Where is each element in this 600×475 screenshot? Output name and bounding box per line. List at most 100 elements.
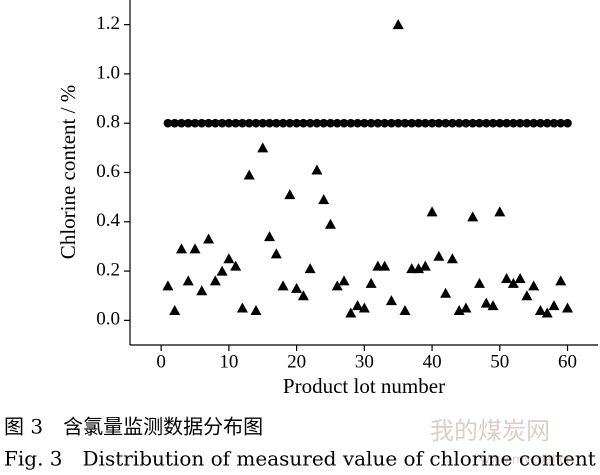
circle-point [481, 118, 491, 128]
y-tick-label: 0.8 [96, 112, 120, 133]
triangle-point [501, 272, 513, 283]
triangle-point [345, 307, 357, 318]
circle-point [271, 118, 281, 128]
circle-point [217, 118, 227, 128]
triangle-point [196, 285, 208, 296]
circle-point [434, 118, 444, 128]
circle-point [251, 118, 261, 128]
triangle-point [365, 277, 377, 288]
circle-point [427, 118, 437, 128]
circle-point [536, 118, 545, 128]
circle-point [420, 118, 430, 128]
triangle-point [514, 272, 526, 283]
triangle-point [562, 302, 574, 313]
triangle-point [277, 280, 289, 291]
watermark: www.mycoal.cn [480, 453, 574, 467]
triangle-point [331, 280, 343, 291]
triangle-point [324, 218, 336, 229]
circle-point [244, 118, 254, 128]
circle-point [400, 118, 410, 128]
x-tick-label: 40 [423, 351, 442, 372]
circle-point [502, 118, 511, 128]
circle-point [563, 118, 572, 128]
triangle-point [541, 307, 553, 318]
x-tick-label: 60 [558, 351, 577, 372]
circle-point [475, 118, 484, 128]
triangle-point [480, 297, 492, 308]
circle-point [522, 118, 532, 128]
circle-point [224, 118, 234, 128]
y-tick-label: 0.6 [96, 161, 120, 182]
y-tick-label: 1.2 [96, 13, 120, 34]
triangle-point [257, 142, 269, 153]
circle-point [556, 118, 566, 128]
circle-point [312, 118, 322, 128]
caption: Fig. 3 Distribution of measured value of… [4, 447, 596, 471]
circle-point [366, 118, 376, 128]
y-tick-label: 0.2 [96, 259, 120, 280]
triangle-point [162, 280, 174, 291]
triangle-point [460, 302, 472, 313]
circle-point [441, 118, 450, 128]
circle-point [204, 118, 213, 128]
triangle-point [223, 253, 235, 264]
circle-point [170, 118, 180, 128]
circle-point [299, 118, 308, 128]
circle-point [285, 118, 295, 128]
triangle-point [548, 300, 560, 311]
circle-point [393, 118, 403, 128]
triangle-point [304, 263, 316, 274]
triangle-point [318, 194, 330, 205]
triangle-point [440, 287, 452, 298]
triangle-point [270, 248, 282, 259]
circle-point [542, 118, 552, 128]
circle-point [211, 118, 220, 128]
triangle-point [236, 302, 248, 313]
x-tick-label: 50 [490, 351, 509, 372]
triangle-point [338, 275, 350, 286]
y-axis-title: Chlorine content / % [56, 85, 80, 259]
circle-point [414, 118, 423, 128]
triangle-point [494, 206, 506, 217]
circle-point [265, 118, 274, 128]
circle-point [461, 118, 471, 128]
x-tick-label: 0 [156, 351, 166, 372]
circle-point [197, 118, 207, 128]
circle-point [346, 118, 356, 128]
triangle-point [399, 305, 411, 315]
circle-point [509, 118, 518, 128]
triangle-point [379, 260, 391, 271]
triangle-point [419, 260, 431, 271]
x-tick-label: 20 [287, 351, 306, 372]
triangle-point [487, 300, 499, 311]
triangle-point [264, 231, 276, 242]
circle-point [515, 118, 525, 128]
triangle-point [243, 169, 255, 180]
triangle-point [446, 253, 458, 264]
circle-point [360, 118, 369, 128]
triangle-point [385, 295, 397, 306]
triangle-point [216, 265, 228, 276]
triangle-point [189, 243, 201, 254]
triangle-point [521, 290, 533, 301]
triangle-point [534, 305, 546, 315]
triangle-point [284, 189, 296, 200]
circle-point [529, 118, 538, 128]
circle-point [163, 118, 173, 128]
circle-point [177, 118, 186, 128]
triangle-point [426, 206, 438, 217]
x-axis-title: Product lot number [283, 374, 445, 398]
circle-point [488, 118, 498, 128]
triangle-point [250, 305, 262, 315]
triangle-point [555, 275, 567, 286]
triangle-point [182, 275, 194, 286]
circle-point [190, 118, 200, 128]
triangle-point [467, 211, 479, 222]
x-tick-label: 30 [355, 351, 374, 372]
circle-point [407, 118, 417, 128]
triangle-point [209, 275, 221, 286]
triangle-point [230, 260, 242, 271]
circle-point [326, 118, 335, 128]
triangle-point [169, 305, 181, 315]
